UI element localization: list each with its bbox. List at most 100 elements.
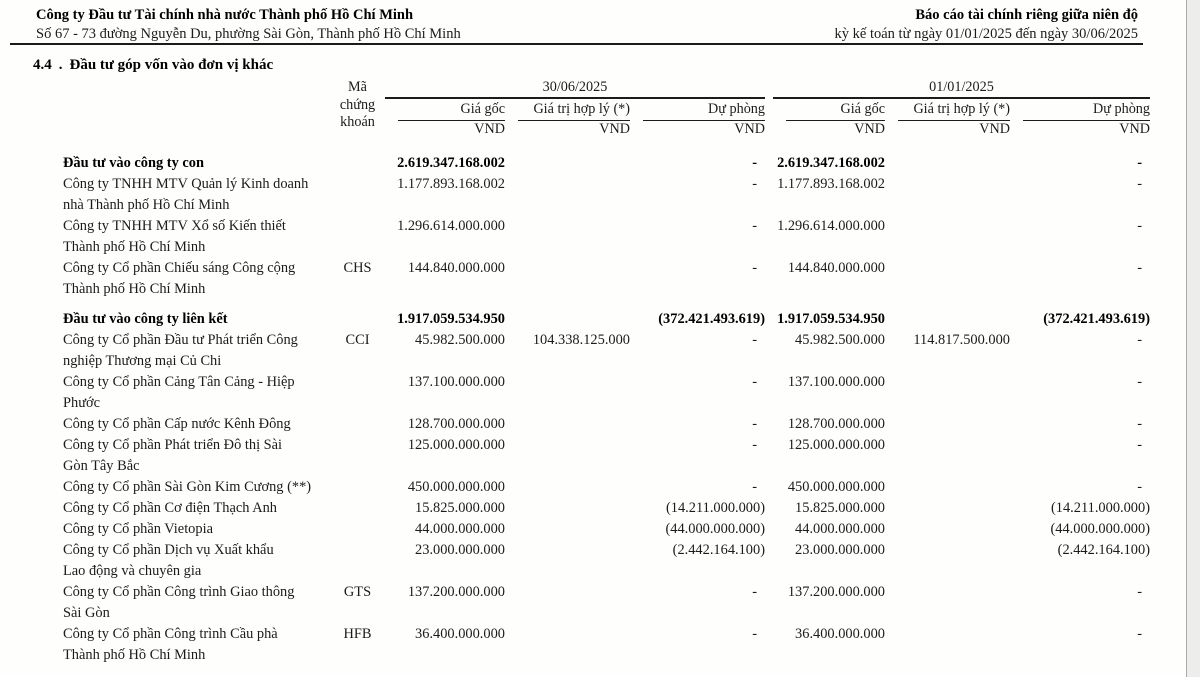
header-divider (10, 43, 1143, 45)
fair-value-begin-cell (885, 372, 1010, 414)
section-number: 4.4 (33, 57, 52, 73)
company-name-cell: Công ty Cổ phần Cảng Tân Cảng - Hiệp Phư… (63, 374, 295, 411)
table-row: Công ty Cổ phần Công trình Cầu phà Thành… (63, 624, 1150, 666)
table-row: Công ty Cổ phần Cấp nước Kênh Đông 128.7… (63, 414, 1150, 435)
empty-cell (63, 79, 330, 98)
table-row: Công ty TNHH MTV Xổ số Kiến thiết Thành … (63, 216, 1150, 258)
provision-current-cell: (2.442.164.100) (672, 542, 765, 558)
provision-current-cell: - (752, 584, 757, 600)
cost-begin-cell: 144.840.000.000 (787, 260, 885, 276)
column-gap (765, 477, 773, 498)
provision-begin-cell: - (1137, 416, 1142, 432)
cost-begin-cell: 36.400.000.000 (795, 626, 885, 642)
column-gap (765, 519, 773, 540)
empty-cell (63, 121, 330, 139)
fair-value-current-cell (505, 414, 630, 435)
column-gap (765, 498, 773, 519)
fair-value-begin-cell (885, 498, 1010, 519)
fair-value-begin-cell (885, 624, 1010, 666)
column-gap (765, 139, 773, 174)
section-dot: . (58, 57, 63, 73)
col-header-cost-current: Giá gốc (385, 98, 505, 121)
cost-begin-cell: 2.619.347.168.002 (777, 155, 885, 171)
provision-begin-cell: - (1137, 437, 1142, 453)
cost-current-cell: 23.000.000.000 (415, 542, 505, 558)
column-gap (765, 624, 773, 666)
provision-begin-cell: - (1137, 332, 1142, 348)
cost-begin-cell: 1.296.614.000.000 (777, 218, 885, 234)
column-gap (765, 330, 773, 372)
column-gap (765, 414, 773, 435)
column-gap (765, 372, 773, 414)
table-row: Công ty Cổ phần Vietopia 44.000.000.000 … (63, 519, 1150, 540)
provision-current-cell: - (752, 479, 757, 495)
stock-code-cell (330, 414, 385, 435)
table-row: Công ty Cổ phần Sài Gòn Kim Cương (**) 4… (63, 477, 1150, 498)
table-row: Công ty TNHH MTV Quản lý Kinh doanh nhà … (63, 174, 1150, 216)
provision-begin-cell: (372.421.493.619) (1043, 311, 1150, 327)
stock-code-cell: HFB (343, 626, 372, 642)
fair-value-current-cell (505, 582, 630, 624)
fair-value-begin-cell: 114.817.500.000 (913, 332, 1010, 348)
company-name-cell: Công ty Cổ phần Công trình Giao thông Sà… (63, 584, 295, 621)
fair-value-begin-cell (885, 477, 1010, 498)
section-heading: 4.4. Đầu tư góp vốn vào đơn vị khác (33, 57, 273, 74)
section-title: Đầu tư góp vốn vào đơn vị khác (69, 57, 274, 73)
cost-current-cell: 15.825.000.000 (415, 500, 505, 516)
stock-code-cell: CCI (345, 332, 370, 348)
provision-current-cell: (44.000.000.000) (665, 521, 765, 537)
column-gap (765, 540, 773, 582)
table-row: Đầu tư vào công ty con 2.619.347.168.002… (63, 139, 1150, 174)
period-header-begin: 01/01/2025 (773, 79, 1150, 99)
cost-current-cell: 137.200.000.000 (407, 584, 505, 600)
cost-begin-cell: 23.000.000.000 (795, 542, 885, 558)
fair-value-begin-cell (885, 139, 1010, 174)
fair-value-begin-cell (885, 216, 1010, 258)
cost-current-cell: 128.700.000.000 (407, 416, 505, 432)
col-header-fair-value-current: Giá trị hợp lý (*) (505, 98, 630, 121)
cost-current-cell: 137.100.000.000 (407, 374, 505, 390)
column-gap (765, 582, 773, 624)
column-gap (765, 435, 773, 477)
fair-value-current-cell (505, 372, 630, 414)
company-name-cell: Công ty Cổ phần Sài Gòn Kim Cương (**) (63, 479, 312, 495)
stock-code-cell (330, 372, 385, 414)
provision-begin-cell: - (1137, 479, 1142, 495)
column-gap (765, 216, 773, 258)
provision-current-cell: - (752, 218, 757, 234)
cost-begin-cell: 45.982.500.000 (795, 332, 885, 348)
cost-begin-cell: 15.825.000.000 (795, 500, 885, 516)
period-header-row: Mã chứng khoán 30/06/2025 01/01/2025 (63, 79, 1150, 130)
fair-value-begin-cell (885, 300, 1010, 330)
fair-value-current-cell (505, 258, 630, 300)
company-name-cell: Công ty Cổ phần Dịch vụ Xuất khẩu Lao độ… (63, 542, 274, 579)
company-name-cell: Công ty Cổ phần Cấp nước Kênh Đông (63, 416, 291, 432)
cost-current-cell: 44.000.000.000 (415, 521, 505, 537)
provision-current-cell: - (752, 332, 757, 348)
company-name-cell: Công ty Cổ phần Phát triển Đô thị Sài Gò… (63, 437, 283, 474)
investments-table-body: Đầu tư vào công ty con 2.619.347.168.002… (63, 139, 1150, 666)
col-header-provision-current: Dự phòng (630, 98, 765, 121)
cost-begin-cell: 1.177.893.168.002 (777, 176, 885, 192)
cost-current-cell: 125.000.000.000 (407, 437, 505, 453)
table-row: Công ty Cổ phần Cảng Tân Cảng - Hiệp Phư… (63, 372, 1150, 414)
unit-label: VND (1119, 121, 1150, 137)
fair-value-current-cell (505, 216, 630, 258)
unit-label: VND (734, 121, 765, 137)
company-name-cell: Công ty TNHH MTV Quản lý Kinh doanh nhà … (63, 176, 309, 213)
cost-current-cell: 450.000.000.000 (407, 479, 505, 495)
cost-current-cell: 1.917.059.534.950 (397, 311, 505, 327)
col-header-cost-begin: Giá gốc (773, 98, 885, 121)
provision-begin-cell: - (1137, 155, 1142, 171)
company-name-cell: Công ty Cổ phần Chiếu sáng Công cộng Thà… (63, 260, 296, 297)
stock-code-cell (330, 435, 385, 477)
page-header-left: Công ty Đầu tư Tài chính nhà nước Thành … (36, 6, 461, 43)
cost-begin-cell: 450.000.000.000 (787, 479, 885, 495)
provision-current-cell: - (752, 260, 757, 276)
provision-current-cell: - (752, 155, 757, 171)
provision-begin-cell: (44.000.000.000) (1050, 521, 1150, 537)
stock-code-cell: GTS (343, 584, 372, 600)
provision-current-cell: (372.421.493.619) (658, 311, 765, 327)
cost-current-cell: 144.840.000.000 (407, 260, 505, 276)
